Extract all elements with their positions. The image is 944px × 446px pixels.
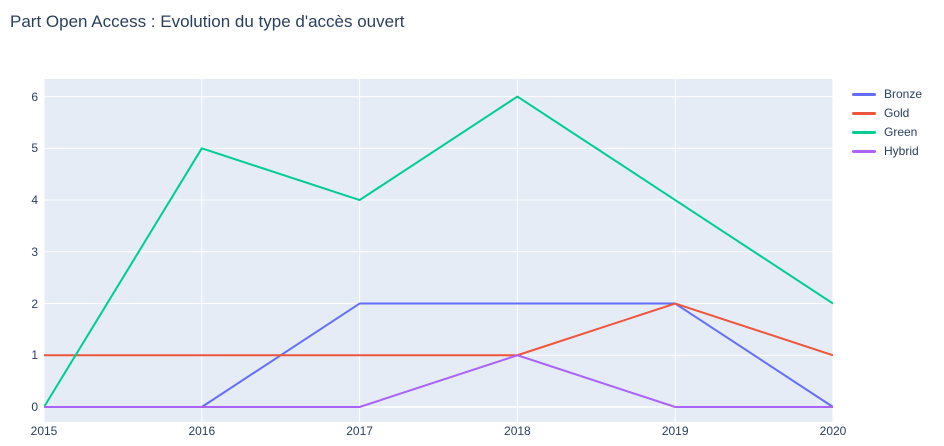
plot-svg bbox=[44, 79, 833, 422]
x-tick-label: 2020 bbox=[819, 424, 847, 438]
line-series-hybrid[interactable] bbox=[44, 354, 833, 408]
x-tick-label: 2018 bbox=[504, 424, 531, 438]
x-tick-label: 2015 bbox=[30, 424, 58, 438]
y-tick-label: 4 bbox=[31, 193, 38, 208]
legend-item-bronze[interactable]: Bronze bbox=[852, 87, 922, 101]
legend-item-gold[interactable]: Gold bbox=[852, 106, 922, 120]
x-tick-label: 2016 bbox=[188, 424, 216, 438]
y-tick-label: 2 bbox=[31, 296, 38, 311]
line-series-gold[interactable] bbox=[44, 302, 833, 357]
x-tick-label: 2017 bbox=[346, 424, 373, 438]
y-tick-label: 5 bbox=[31, 141, 38, 156]
y-tick-label: 6 bbox=[31, 89, 38, 104]
legend-label: Green bbox=[884, 125, 918, 139]
y-tick-label: 1 bbox=[31, 348, 38, 363]
x-tick-label: 2019 bbox=[661, 424, 689, 438]
legend-item-hybrid[interactable]: Hybrid bbox=[852, 144, 922, 158]
line-series-green[interactable] bbox=[44, 95, 833, 408]
chart-title: Part Open Access : Evolution du type d'a… bbox=[10, 12, 405, 31]
legend-label: Gold bbox=[884, 106, 910, 120]
legend-line-swatch bbox=[852, 111, 876, 115]
legend-item-green[interactable]: Green bbox=[852, 125, 922, 139]
plot-area[interactable] bbox=[44, 79, 833, 422]
y-tick-label: 3 bbox=[31, 244, 38, 259]
y-tick-label: 0 bbox=[31, 399, 38, 414]
legend-line-swatch bbox=[852, 130, 876, 134]
legend-label: Hybrid bbox=[884, 144, 919, 158]
legend-line-swatch bbox=[852, 92, 876, 96]
legend: Bronze Gold Green Hybrid bbox=[852, 87, 922, 163]
legend-line-swatch bbox=[852, 149, 876, 153]
legend-label: Bronze bbox=[884, 87, 923, 101]
